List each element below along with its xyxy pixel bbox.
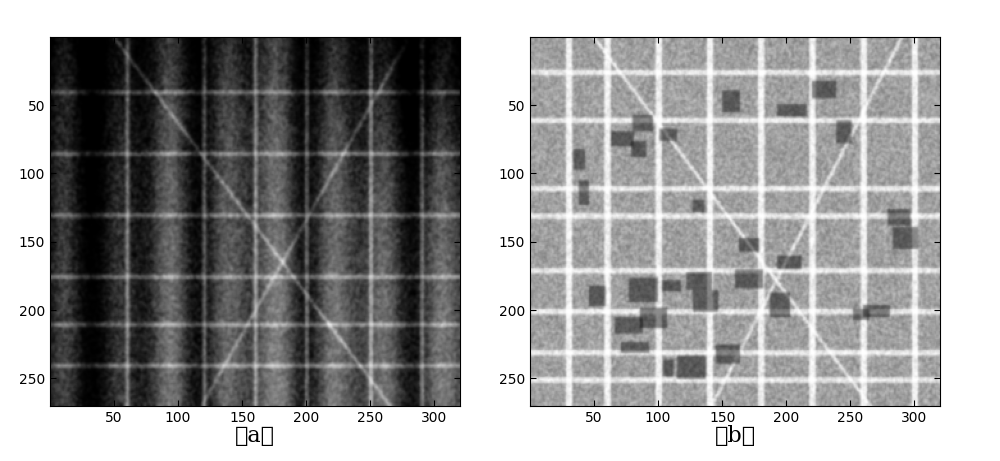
- Text: （b）: （b）: [714, 425, 756, 447]
- Text: （a）: （a）: [235, 425, 275, 447]
